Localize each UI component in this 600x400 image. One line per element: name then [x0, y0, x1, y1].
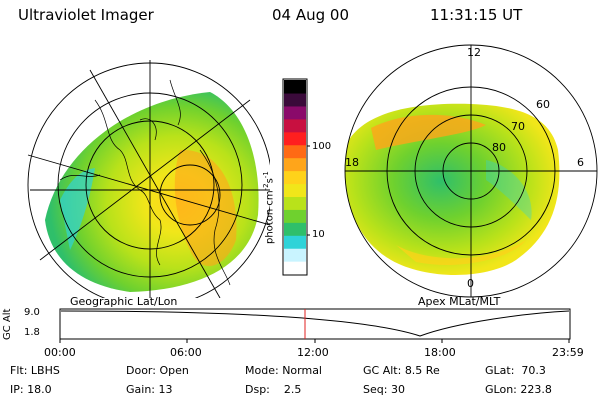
alt-ylabel: GC Alt: [2, 308, 13, 340]
mlt-0-label: 0: [467, 277, 474, 290]
colorbar-band: [284, 144, 306, 159]
time-label: 11:31:15 UT: [430, 6, 523, 24]
left-panel-label: Geographic Lat/Lon: [70, 295, 178, 308]
instrument-title: Ultraviolet Imager: [18, 6, 154, 24]
colorbar-tick-10: 10: [312, 229, 325, 240]
colorbar-band: [284, 118, 306, 133]
mlat-70-label: 70: [511, 120, 525, 133]
gc-alt-info: GC Alt: 8.5 Re: [363, 364, 440, 377]
colorbar-band: [284, 222, 306, 236]
alt-xtick-1: 06:00: [170, 346, 202, 359]
colorbar-band: [284, 92, 306, 107]
alt-xtick-2: 12:00: [297, 346, 329, 359]
date-label: 04 Aug 00: [272, 6, 349, 24]
alt-xtick-0: 00:00: [44, 346, 76, 359]
seq-info: Seq: 30: [363, 383, 405, 396]
colorbar-band: [284, 183, 306, 197]
colorbar-band: [284, 157, 306, 172]
door-info: Door: Open: [126, 364, 189, 377]
apex-grid: [344, 44, 598, 298]
alt-ymin-label: 1.8: [24, 327, 40, 338]
colorbar-band: [284, 261, 306, 275]
colorbar-band: [284, 196, 306, 210]
altitude-plot: [59, 308, 571, 343]
geo-grid: [27, 60, 270, 298]
dsp-info: Dsp: 2.5: [245, 383, 302, 396]
geographic-image: [27, 60, 270, 298]
filter-info: Flt: LBHS: [10, 364, 60, 377]
colorbar-band: [284, 209, 306, 223]
apex-image: [344, 44, 598, 298]
alt-ymax-label: 9.0: [24, 307, 40, 318]
coastline-outlines: [59, 79, 231, 286]
colorbar-band: [284, 248, 306, 262]
alt-xtick-3: 18:00: [424, 346, 456, 359]
mlt-6-label: 6: [577, 156, 584, 169]
mlat-80-label: 80: [492, 141, 506, 154]
colorbar-band: [284, 105, 306, 120]
alt-xtick-4: 23:59: [552, 346, 584, 359]
mode-info: Mode: Normal: [245, 364, 322, 377]
glon-info: GLon: 223.8: [485, 383, 552, 396]
colorbar: [282, 78, 310, 276]
mlt-12-label: 12: [467, 46, 481, 59]
colorbar-tick-100: 100: [312, 141, 332, 152]
right-panel-label: Apex MLat/MLT: [418, 295, 501, 308]
colorbar-band: [284, 80, 306, 94]
glat-info: GLat: 70.3: [485, 364, 546, 377]
colorbar-band: [284, 235, 306, 249]
altitude-curve: [60, 310, 570, 337]
gain-info: Gain: 13: [126, 383, 173, 396]
colorbar-unit-label: photon cm-2s-1: [262, 171, 276, 244]
mlt-18-label: 18: [345, 156, 359, 169]
colorbar-band: [284, 170, 306, 185]
ip-info: IP: 18.0: [10, 383, 52, 396]
mlat-60-label: 60: [536, 98, 550, 111]
colorbar-band: [284, 131, 306, 146]
